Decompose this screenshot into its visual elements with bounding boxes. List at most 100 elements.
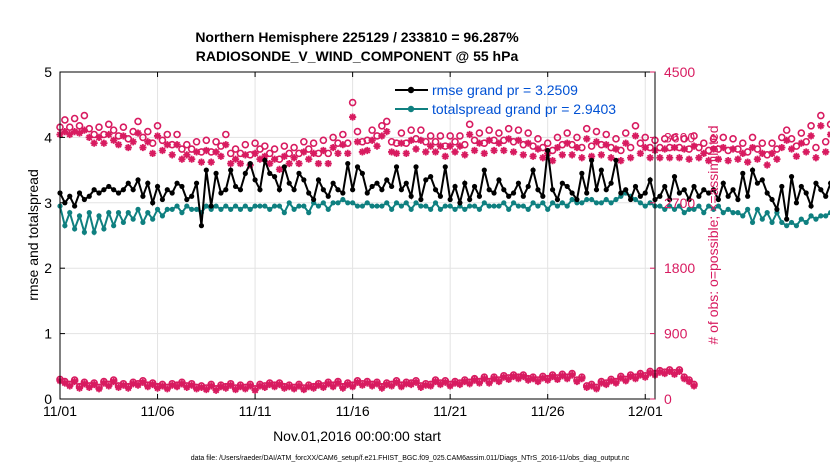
obs-possible-point [139, 133, 147, 142]
obs-assimilated-point [568, 151, 576, 159]
obs-possible-point [104, 120, 113, 129]
rmse-point [715, 196, 722, 203]
obs-possible-point [241, 140, 250, 149]
obs-bottom-assimilated-point [631, 375, 640, 383]
totalspread-point [452, 206, 458, 212]
obs-possible-point [729, 135, 737, 143]
rmse-point [730, 187, 736, 193]
obs-assimilated-point [583, 135, 591, 143]
totalspread-point [554, 203, 561, 209]
y-right-tick-label: 3600 [664, 129, 695, 145]
totalspread-point [745, 206, 751, 212]
obs-possible-point [709, 135, 718, 143]
obs-possible-point [451, 137, 459, 146]
rmse-point [540, 193, 546, 199]
obs-bottom-assimilated-point [427, 382, 435, 390]
totalspread-point [247, 206, 253, 212]
obs-assimilated-point [227, 159, 235, 168]
obs-assimilated-point [285, 159, 293, 168]
obs-assimilated-point [792, 152, 801, 160]
obs-bottom-assimilated-point [588, 382, 596, 390]
rmse-point [359, 170, 365, 176]
obs-bottom-assimilated-point [461, 377, 469, 386]
obs-possible-point [300, 137, 308, 146]
obs-bottom-assimilated-point [534, 377, 542, 386]
obs-possible-point [812, 143, 820, 152]
rmse-point [432, 187, 439, 193]
totalspread-point [237, 206, 244, 212]
obs-bottom-assimilated-point [197, 383, 206, 391]
obs-assimilated-point [700, 149, 708, 157]
obs-assimilated-point [392, 149, 401, 157]
totalspread-point [779, 219, 785, 226]
obs-assimilated-point [300, 148, 308, 156]
obs-assimilated-point [485, 136, 493, 144]
rmse-point [218, 190, 224, 196]
totalspread-point [418, 203, 424, 209]
obs-possible-point [270, 145, 279, 153]
obs-assimilated-point [417, 136, 425, 144]
rmse-point [647, 177, 653, 183]
obs-assimilated-point [178, 155, 186, 163]
obs-bottom-assimilated-point [490, 375, 498, 383]
totalspread-point [584, 196, 590, 203]
obs-bottom-assimilated-point [314, 381, 323, 389]
totalspread-point [515, 203, 522, 209]
totalspread-point [481, 200, 487, 206]
rmse-point [374, 180, 380, 186]
obs-possible-point [660, 135, 669, 143]
obs-bottom-assimilated-point [622, 377, 630, 385]
obs-possible-point [738, 139, 747, 148]
obs-assimilated-point [251, 149, 259, 157]
obs-possible-point [319, 136, 328, 145]
obs-assimilated-point [324, 159, 332, 168]
obs-bottom-assimilated-point [280, 384, 288, 392]
obs-assimilated-point [612, 145, 620, 153]
rmse-point [501, 187, 507, 193]
obs-assimilated-point [275, 165, 284, 173]
obs-assimilated-point [680, 145, 688, 153]
obs-possible-point [70, 114, 79, 123]
y-right-tick-label: 900 [664, 326, 688, 342]
obs-bottom-assimilated-point [480, 375, 488, 383]
obs-bottom-assimilated-point [378, 384, 386, 392]
obs-bottom-assimilated-point [617, 374, 625, 382]
obs-bottom-assimilated-point [583, 383, 591, 391]
y-left-tick-label: 1 [44, 326, 52, 342]
totalspread-point [788, 219, 795, 226]
rmse-point [223, 187, 229, 193]
obs-assimilated-point [656, 154, 664, 162]
rmse-point [696, 193, 702, 199]
obs-assimilated-point [358, 148, 366, 156]
totalspread-point [403, 200, 409, 206]
totalspread-point [179, 210, 185, 216]
rmse-point [364, 190, 370, 196]
totalspread-point [159, 213, 166, 219]
obs-possible-point [143, 127, 152, 136]
obs-bottom-assimilated-point [217, 383, 225, 391]
totalspread-point [437, 206, 444, 212]
obs-assimilated-point [524, 139, 532, 147]
obs-possible-point [631, 121, 640, 130]
obs-bottom-assimilated-point [441, 378, 449, 386]
totalspread-point [325, 206, 331, 212]
totalspread-point [447, 203, 453, 209]
obs-assimilated-point [158, 146, 167, 155]
obs-assimilated-point [495, 139, 503, 147]
obs-assimilated-point [451, 148, 459, 156]
rmse-point [179, 183, 185, 190]
totalspread-point [769, 219, 775, 226]
obs-possible-point [514, 126, 523, 134]
obs-possible-point [382, 117, 391, 126]
obs-bottom-assimilated-point [285, 383, 293, 391]
obs-assimilated-point [173, 141, 181, 149]
totalspread-point [374, 203, 380, 209]
legend-rmse-marker [407, 86, 415, 94]
obs-possible-point [621, 129, 630, 137]
obs-bottom-assimilated-point [231, 385, 240, 394]
legend: rmse grand pr = 3.2509 totalspread grand… [395, 82, 616, 117]
rmse-point [111, 187, 117, 193]
y-axis-label-left: rmse and totalspread [25, 169, 41, 301]
obs-assimilated-point [378, 132, 386, 140]
obs-assimilated-point [436, 142, 445, 150]
